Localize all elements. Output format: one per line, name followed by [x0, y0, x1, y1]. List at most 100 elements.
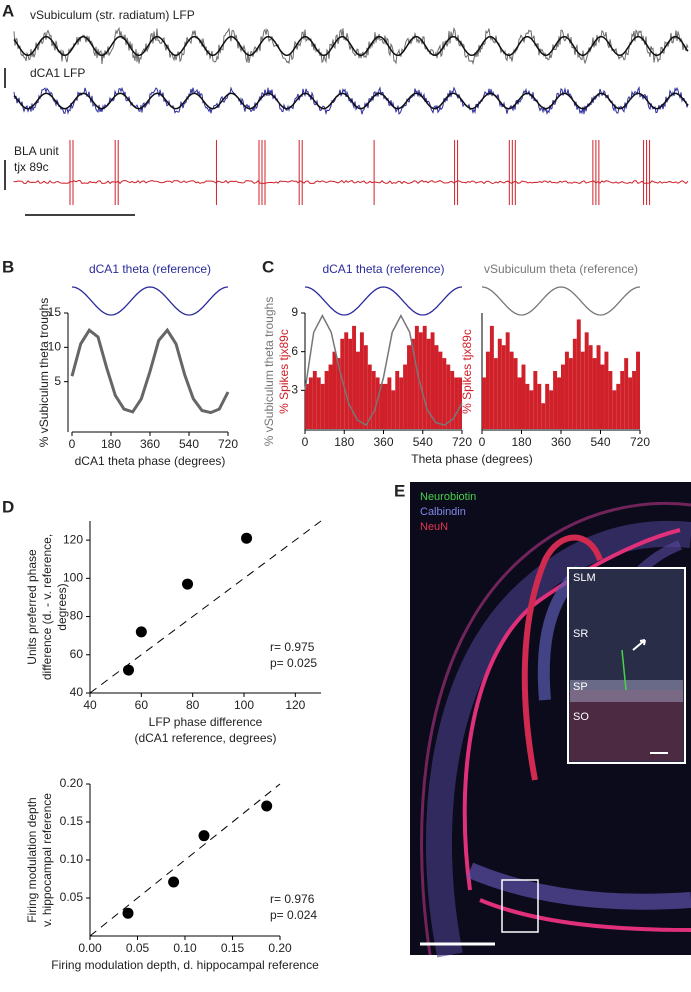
- hist-bar: [344, 332, 349, 429]
- y-axis-label: % Spikes tjx89c: [277, 329, 291, 414]
- x-tick-label: 180: [101, 437, 121, 451]
- hist-bar: [616, 383, 621, 429]
- hist-bar: [592, 358, 597, 429]
- y-tick-label: 0.05: [60, 890, 84, 904]
- y-tick-label: 3: [291, 383, 298, 397]
- point: [261, 800, 273, 812]
- hist-bar: [505, 332, 510, 429]
- x-tick-label: 0.00: [78, 941, 102, 955]
- hist-bar: [525, 383, 530, 429]
- hist-bar: [482, 377, 486, 429]
- x-tick-label: 120: [285, 698, 305, 712]
- point: [241, 532, 253, 544]
- hist-bar: [624, 358, 629, 429]
- stain-label: Calbindin: [420, 506, 466, 518]
- hist-bar: [620, 371, 625, 429]
- hist-bar: [600, 364, 605, 429]
- hist-bar: [414, 325, 419, 429]
- hist-bar: [493, 358, 498, 429]
- point: [135, 626, 147, 638]
- panel-label: A: [2, 1, 14, 20]
- hist-bar: [628, 377, 633, 429]
- reference-wave: [71, 286, 229, 316]
- hist-bar: [501, 345, 506, 429]
- hist-bar: [422, 325, 427, 429]
- y-axis-label: v. hippocampal reference: [40, 793, 54, 927]
- hist-bar: [632, 371, 637, 429]
- hist-bar: [596, 345, 601, 429]
- layer-label: SP: [573, 681, 588, 693]
- hist-bar: [430, 332, 435, 429]
- hist-bar: [352, 325, 357, 429]
- x-tick-label: 0: [479, 435, 486, 449]
- annotation: p= 0.025: [270, 656, 317, 670]
- x-tick-label: 0: [69, 437, 76, 451]
- hist-bar: [454, 377, 459, 429]
- x-tick-label: 180: [334, 435, 354, 449]
- hist-bar: [410, 338, 415, 429]
- reference-wave: [481, 286, 641, 316]
- hist-bar: [553, 371, 558, 429]
- hist-bar: [608, 371, 613, 429]
- lfp-filtered: [13, 92, 689, 110]
- y-tick-label: 9: [291, 305, 298, 319]
- hist-bar: [485, 351, 490, 429]
- hist-bar: [371, 371, 376, 429]
- layer-label: SO: [573, 711, 589, 723]
- point: [168, 876, 180, 888]
- chart-title: dCA1 theta (reference): [89, 262, 211, 276]
- y-tick-label: 40: [70, 685, 84, 699]
- hist-bar: [359, 332, 364, 429]
- hist-bar: [537, 383, 542, 429]
- x-axis-label: dCA1 theta phase (degrees): [75, 454, 226, 468]
- y-axis-label: % Spikes tjx89c: [460, 329, 474, 414]
- hist-bar: [517, 377, 522, 429]
- x-axis-label: Theta phase (degrees): [411, 452, 532, 466]
- hist-bar: [533, 371, 538, 429]
- hist-bar: [545, 383, 550, 429]
- hist-bar: [363, 345, 368, 429]
- hist-bar: [387, 377, 392, 429]
- hist-bar: [604, 351, 609, 429]
- hist-bar: [305, 383, 309, 429]
- x-tick-label: 720: [452, 435, 472, 449]
- overlay-line: [304, 313, 463, 427]
- panel-label: C: [262, 257, 274, 276]
- hist-bar: [336, 358, 341, 429]
- trace-label: dCA1 LFP: [30, 66, 85, 80]
- chart-title: vSubiculum theta (reference): [484, 262, 638, 276]
- x-tick-label: 540: [179, 437, 199, 451]
- y-tick-label: 0.15: [60, 814, 84, 828]
- hist-bar: [458, 377, 462, 429]
- x-tick-label: 0.10: [173, 941, 197, 955]
- unity-line: [89, 783, 281, 937]
- y-axis-label: Units preferred phase: [25, 549, 39, 665]
- hist-bar: [588, 345, 593, 429]
- hist-bar: [557, 377, 561, 429]
- y-tick-label: 60: [70, 647, 84, 661]
- point: [122, 907, 134, 919]
- x-tick-label: 0.05: [126, 941, 150, 955]
- hist-bar: [367, 364, 372, 429]
- histology-image: [410, 482, 691, 958]
- hist-bar: [497, 338, 502, 429]
- x-axis-label: Firing modulation depth, d. hippocampal …: [51, 958, 319, 972]
- annotation: p= 0.024: [270, 908, 317, 922]
- hist-bar: [403, 364, 408, 429]
- reference-wave: [304, 286, 463, 316]
- hist-bar: [568, 358, 573, 429]
- hist-bar: [383, 383, 388, 429]
- hist-bar: [316, 377, 321, 429]
- hist-bar: [320, 383, 325, 429]
- x-tick-label: 100: [234, 698, 254, 712]
- hist-bar: [434, 345, 439, 429]
- layer-label: SR: [573, 628, 588, 640]
- unit-label: tjx 89c: [14, 160, 49, 174]
- hist-bar: [324, 371, 329, 429]
- x-tick-label: 0: [302, 435, 309, 449]
- y-tick-label: 0.20: [60, 776, 84, 790]
- panel-label: E: [394, 481, 405, 500]
- y-axis-label: degrees): [55, 583, 69, 630]
